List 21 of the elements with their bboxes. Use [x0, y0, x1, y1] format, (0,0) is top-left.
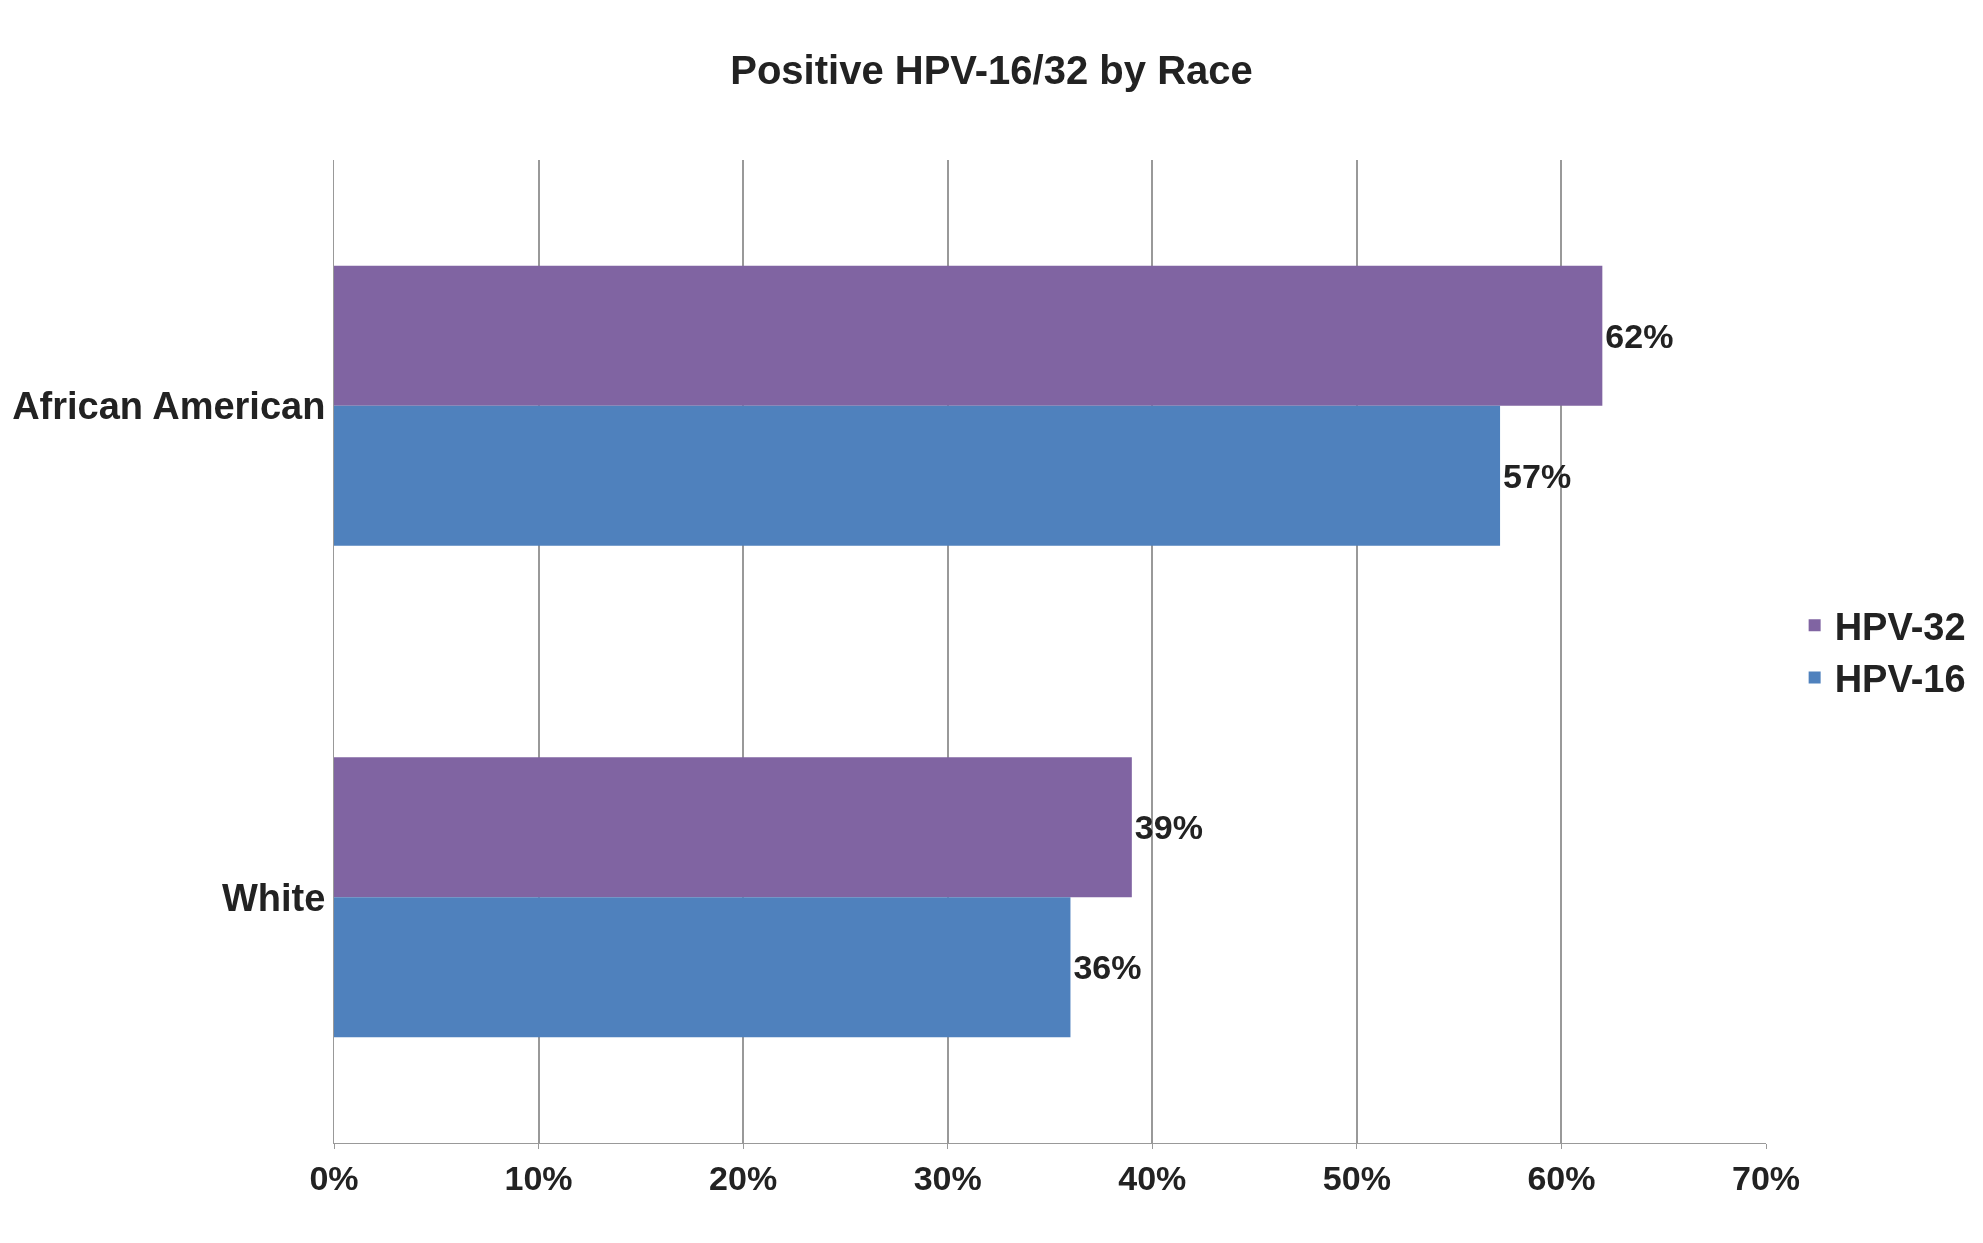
- legend-label: HPV-32: [1834, 606, 1966, 649]
- legend-label: HPV-16: [1834, 658, 1966, 701]
- x-tick-label: 60%: [1527, 1158, 1596, 1197]
- x-tick-label: 0%: [309, 1158, 359, 1197]
- x-tick-label: 40%: [1118, 1158, 1187, 1197]
- bar: [334, 405, 1501, 546]
- data-label: 62%: [1605, 316, 1674, 355]
- bar: [334, 265, 1603, 406]
- x-tick-label: 30%: [913, 1158, 982, 1197]
- x-tick-label: 10%: [504, 1158, 573, 1197]
- x-tick-label: 20%: [709, 1158, 778, 1197]
- y-tick-label: White: [221, 876, 326, 919]
- data-label: 36%: [1073, 948, 1142, 987]
- x-tick-label: 50%: [1322, 1158, 1391, 1197]
- chart-title: Positive HPV-16/32 by Race: [730, 47, 1253, 92]
- data-label: 39%: [1134, 808, 1203, 847]
- data-label: 57%: [1503, 456, 1572, 495]
- y-tick-label: African American: [12, 385, 326, 428]
- bar: [334, 897, 1071, 1038]
- x-tick-label: 70%: [1731, 1158, 1801, 1197]
- bar: [334, 757, 1132, 898]
